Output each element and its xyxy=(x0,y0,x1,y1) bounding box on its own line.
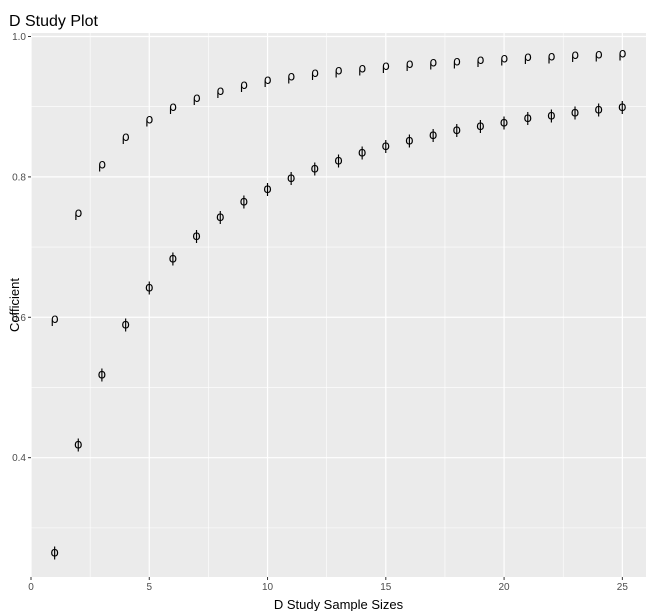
data-point-series-2: ϕ xyxy=(429,128,438,143)
data-point-series-2: ϕ xyxy=(476,119,485,134)
data-point-series-1: ρ xyxy=(121,130,129,145)
data-point-series-2: ϕ xyxy=(50,546,59,561)
data-point-series-1: ρ xyxy=(145,113,153,128)
data-point-series-1: ρ xyxy=(382,59,390,74)
data-point-series-1: ρ xyxy=(192,91,200,106)
data-point-series-2: ϕ xyxy=(74,438,83,453)
y-tick-label: 0.4 xyxy=(12,453,26,464)
data-point-series-2: ϕ xyxy=(547,108,556,123)
data-point-series-1: ρ xyxy=(429,56,437,71)
x-axis-title: D Study Sample Sizes xyxy=(274,597,404,611)
data-point-series-2: ϕ xyxy=(523,111,532,126)
x-tick-label: 10 xyxy=(262,582,274,593)
grid-lines xyxy=(30,33,646,577)
x-tick-label: 15 xyxy=(380,582,392,593)
data-point-series-1: ρ xyxy=(334,63,342,78)
data-point-series-1: ρ xyxy=(358,61,366,76)
data-point-series-2: ϕ xyxy=(618,100,627,115)
x-tick-label: 5 xyxy=(146,582,152,593)
data-point-series-2: ϕ xyxy=(452,123,461,138)
data-point-series-2: ϕ xyxy=(287,171,296,186)
data-point-series-2: ϕ xyxy=(311,162,320,177)
data-point-series-1: ρ xyxy=(453,54,461,69)
data-point-series-2: ϕ xyxy=(98,367,107,382)
y-tick-label: 1.0 xyxy=(12,32,26,43)
data-point-series-1: ρ xyxy=(595,47,603,62)
data-point-series-1: ρ xyxy=(240,78,248,93)
data-point-series-1: ρ xyxy=(547,49,555,64)
data-point-series-1: ρ xyxy=(287,70,295,85)
data-point-series-1: ρ xyxy=(216,84,224,99)
data-point-series-1: ρ xyxy=(405,57,413,72)
data-point-series-2: ϕ xyxy=(571,106,580,121)
data-point-series-2: ϕ xyxy=(240,195,249,210)
data-point-series-2: ϕ xyxy=(334,153,343,168)
data-point-series-2: ϕ xyxy=(121,318,130,333)
data-point-series-2: ϕ xyxy=(405,134,414,149)
data-point-series-1: ρ xyxy=(169,100,177,115)
data-point-series-1: ρ xyxy=(618,47,626,62)
data-point-series-2: ϕ xyxy=(169,252,178,267)
data-point-series-1: ρ xyxy=(571,48,579,63)
plot-panel xyxy=(31,33,646,577)
data-point-series-1: ρ xyxy=(51,312,59,327)
data-point-series-2: ϕ xyxy=(263,182,272,197)
data-point-series-1: ρ xyxy=(74,206,82,221)
data-point-series-2: ϕ xyxy=(216,210,225,225)
chart-title: D Study Plot xyxy=(9,13,98,30)
data-point-series-1: ρ xyxy=(500,51,508,66)
data-point-series-1: ρ xyxy=(98,157,106,172)
data-point-series-1: ρ xyxy=(311,66,319,81)
data-point-series-2: ϕ xyxy=(500,115,509,130)
data-point-series-1: ρ xyxy=(263,73,271,88)
data-point-series-2: ϕ xyxy=(145,280,154,295)
x-tick-label: 25 xyxy=(617,582,629,593)
data-point-series-2: ϕ xyxy=(382,139,391,154)
axis-ticks: 0 5 10 15 20 25 0.4 0.6 0.8 1.0 xyxy=(12,32,628,593)
data-point-series-2: ϕ xyxy=(192,229,201,244)
data-point-series-1: ρ xyxy=(476,53,484,68)
y-tick-label: 0.8 xyxy=(12,172,26,183)
data-point-series-1: ρ xyxy=(524,50,532,65)
y-tick-label: 0.6 xyxy=(12,313,26,324)
y-axis-title: Cofficient xyxy=(7,278,22,332)
x-tick-label: 20 xyxy=(499,582,511,593)
data-point-series-2: ϕ xyxy=(358,146,367,161)
data-point-series-2: ϕ xyxy=(594,103,603,118)
x-tick-label: 0 xyxy=(28,582,34,593)
